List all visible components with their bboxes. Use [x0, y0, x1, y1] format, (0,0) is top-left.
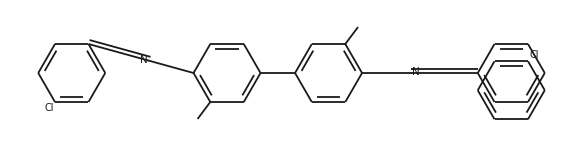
Text: Cl: Cl [44, 103, 54, 113]
Text: Cl: Cl [529, 50, 539, 60]
Text: N: N [140, 55, 147, 65]
Text: N: N [412, 67, 420, 77]
